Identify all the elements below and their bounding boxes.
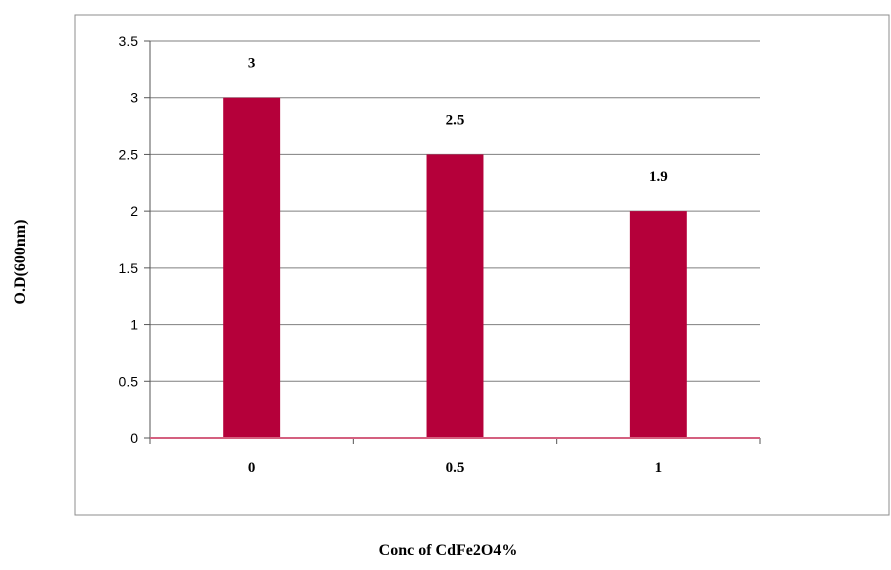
data-labels: 3 2.5 1.9 (248, 56, 668, 185)
x-tick-label: 0.5 (446, 460, 465, 476)
y-tick-label: 1 (130, 317, 138, 333)
x-tick-label: 0 (248, 460, 256, 476)
y-tick-label: 3.5 (119, 33, 139, 49)
data-label: 3 (248, 56, 256, 72)
y-tick-label: 1.5 (119, 260, 139, 276)
x-tick-label: 1 (655, 460, 663, 476)
y-tick-label: 0.5 (119, 373, 139, 389)
y-tick-label: 0 (130, 430, 138, 446)
bar (629, 211, 687, 438)
y-tick-label: 2 (130, 203, 138, 219)
y-tick-labels: 0 0.5 1 1.5 2 2.5 3 3.5 (119, 33, 139, 446)
data-label: 1.9 (649, 169, 668, 185)
bar (426, 154, 484, 438)
x-axis-title: Conc of CdFe2O4% (379, 542, 518, 559)
y-axis-title: O.D(600nm) (12, 220, 29, 305)
bar (223, 97, 281, 438)
bars (223, 97, 687, 438)
y-tick-label: 3 (130, 90, 138, 106)
x-tick-labels: 0 0.5 1 (248, 460, 662, 476)
y-tick-label: 2.5 (119, 146, 139, 162)
axes (144, 40, 761, 444)
data-label: 2.5 (446, 112, 465, 128)
